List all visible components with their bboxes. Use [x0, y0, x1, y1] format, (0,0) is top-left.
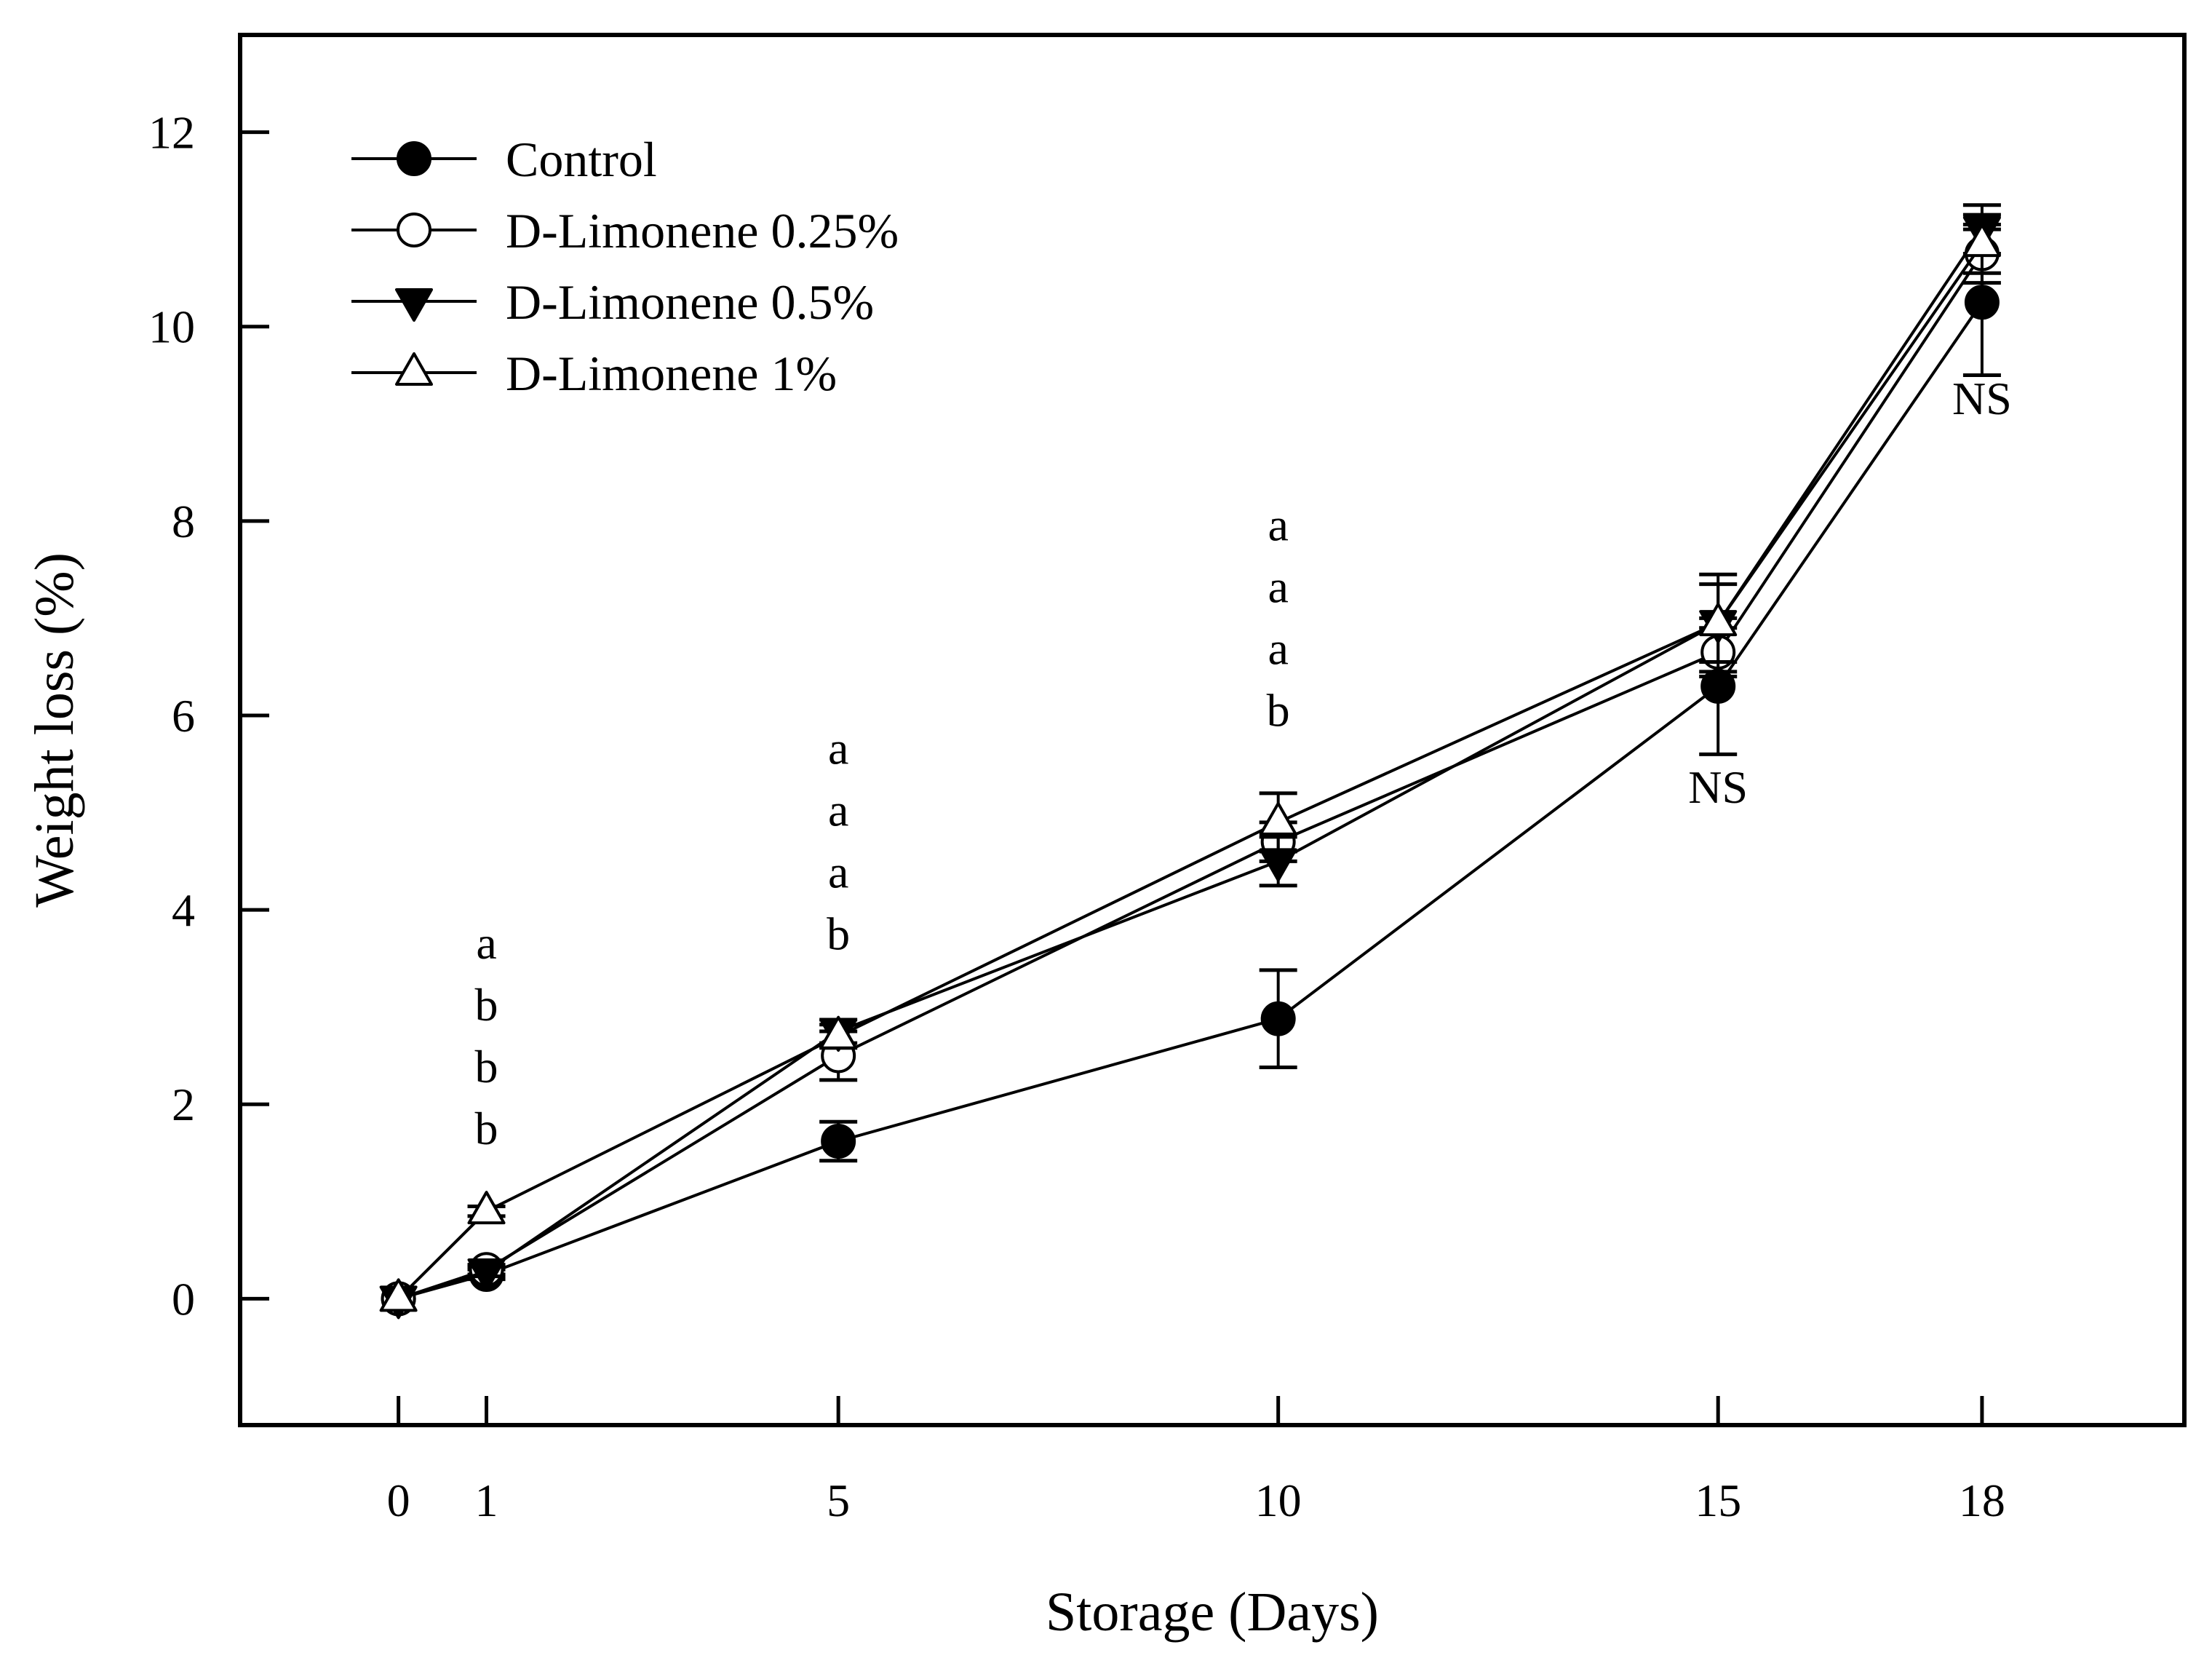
data-point	[1260, 1001, 1296, 1036]
significance-letter: a	[476, 917, 496, 969]
data-point	[821, 1123, 856, 1159]
data-point	[819, 1015, 858, 1050]
legend-item: Control	[351, 132, 657, 187]
x-tick-label: 0	[387, 1475, 410, 1526]
x-axis: 0 1 5 10 15 18	[387, 1396, 2005, 1526]
data-point	[1699, 603, 1738, 637]
legend-marker	[397, 141, 431, 176]
y-axis: 0 2 4 6 8 10 12	[148, 107, 269, 1325]
significance-letter: NS	[1952, 373, 2012, 424]
data-point	[1964, 285, 2000, 320]
series-layer	[379, 203, 2001, 1320]
x-tick-label: 10	[1255, 1475, 1302, 1526]
significance-letter: b	[1267, 685, 1290, 737]
x-tick-label: 15	[1695, 1475, 1741, 1526]
significance-letter: a	[1268, 499, 1288, 551]
significance-letter: a	[1268, 623, 1288, 675]
legend: Control D-Limonene 0.25% D-Limonene 0.5% D-…	[351, 132, 899, 401]
significance-letter: b	[475, 979, 498, 1031]
significance-letter: NS	[1688, 761, 1748, 813]
legend-marker	[397, 213, 431, 247]
y-tick-label: 4	[172, 884, 195, 936]
x-tick-label: 1	[475, 1475, 498, 1526]
y-tick-label: 6	[172, 690, 195, 742]
significance-letter: a	[1268, 561, 1288, 613]
significance-letter: b	[475, 1103, 498, 1154]
legend-marker	[395, 288, 433, 322]
significance-letter: a	[828, 723, 848, 774]
y-axis-title: Weight loss (%)	[24, 552, 85, 908]
data-point	[467, 1258, 506, 1292]
legend-item: D-Limonene 1%	[351, 346, 837, 401]
series-line	[397, 243, 1984, 1300]
legend-item: D-Limonene 0.25%	[351, 203, 899, 258]
significance-letter: b	[827, 908, 850, 960]
data-point	[1259, 801, 1297, 836]
legend-label: D-Limonene 1%	[506, 346, 837, 401]
legend-label: D-Limonene 0.25%	[506, 203, 899, 258]
series-d-limonene-1-	[379, 213, 2001, 1312]
y-tick-label: 2	[172, 1079, 195, 1130]
legend-item: D-Limonene 0.5%	[351, 274, 874, 330]
y-tick-label: 10	[148, 301, 195, 353]
significance-letter: a	[828, 785, 848, 836]
significance-letter: b	[475, 1041, 498, 1092]
y-tick-label: 8	[172, 496, 195, 547]
y-tick-label: 12	[148, 107, 195, 159]
data-point	[1962, 223, 2001, 258]
x-tick-label: 18	[1959, 1475, 2005, 1526]
data-point	[379, 1278, 418, 1312]
x-tick-label: 5	[827, 1475, 850, 1526]
x-axis-title: Storage (Days)	[1046, 1582, 1379, 1643]
y-tick-label: 0	[172, 1273, 195, 1325]
significance-letter: a	[828, 846, 848, 898]
legend-label: D-Limonene 0.5%	[506, 274, 874, 330]
plot-frame	[238, 33, 2187, 1427]
legend-label: Control	[506, 132, 657, 187]
data-point	[467, 1191, 506, 1225]
legend-marker	[395, 352, 433, 386]
